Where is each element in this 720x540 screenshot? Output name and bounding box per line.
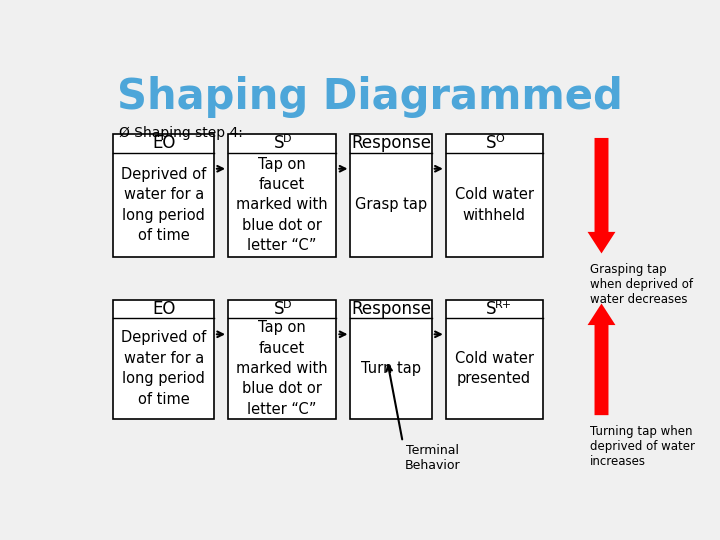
Bar (113, 300, 214, 419)
Text: Ø Shaping step 4:: Ø Shaping step 4: (120, 126, 243, 140)
Text: Response: Response (351, 300, 431, 318)
Bar (351, 300, 432, 419)
Bar (228, 300, 336, 419)
Text: Response: Response (351, 134, 431, 152)
Text: Deprived of
water for a
long period
of time: Deprived of water for a long period of t… (121, 330, 206, 407)
Text: O: O (495, 134, 504, 145)
Text: S: S (274, 134, 284, 152)
Text: Cold water
presented: Cold water presented (454, 351, 534, 386)
Text: D: D (283, 300, 292, 310)
Text: D: D (283, 134, 292, 145)
Text: Cold water
withheld: Cold water withheld (454, 187, 534, 222)
Bar (351, 134, 432, 257)
Bar (113, 134, 214, 257)
Text: Turning tap when
deprived of water
increases: Turning tap when deprived of water incre… (590, 425, 695, 468)
Text: Grasp tap: Grasp tap (355, 198, 427, 212)
Polygon shape (588, 138, 616, 253)
Text: Deprived of
water for a
long period
of time: Deprived of water for a long period of t… (121, 167, 206, 243)
Text: Terminal
Behavior: Terminal Behavior (404, 444, 460, 471)
Text: S: S (274, 300, 284, 318)
Text: S: S (486, 300, 496, 318)
Text: S: S (486, 134, 496, 152)
Text: Grasping tap
when deprived of
water decreases: Grasping tap when deprived of water decr… (590, 264, 693, 307)
Bar (446, 300, 543, 419)
Polygon shape (588, 303, 616, 415)
Text: R+: R+ (495, 300, 512, 310)
Text: Tap on
faucet
marked with
blue dot or
letter “C”: Tap on faucet marked with blue dot or le… (236, 320, 328, 417)
Bar (446, 134, 543, 257)
Text: Turn tap: Turn tap (361, 361, 421, 376)
Bar (228, 134, 336, 257)
Text: EO: EO (152, 134, 175, 152)
Text: Shaping Diagrammed: Shaping Diagrammed (117, 76, 623, 118)
Text: EO: EO (152, 300, 175, 318)
Text: Tap on
faucet
marked with
blue dot or
letter “C”: Tap on faucet marked with blue dot or le… (236, 157, 328, 253)
